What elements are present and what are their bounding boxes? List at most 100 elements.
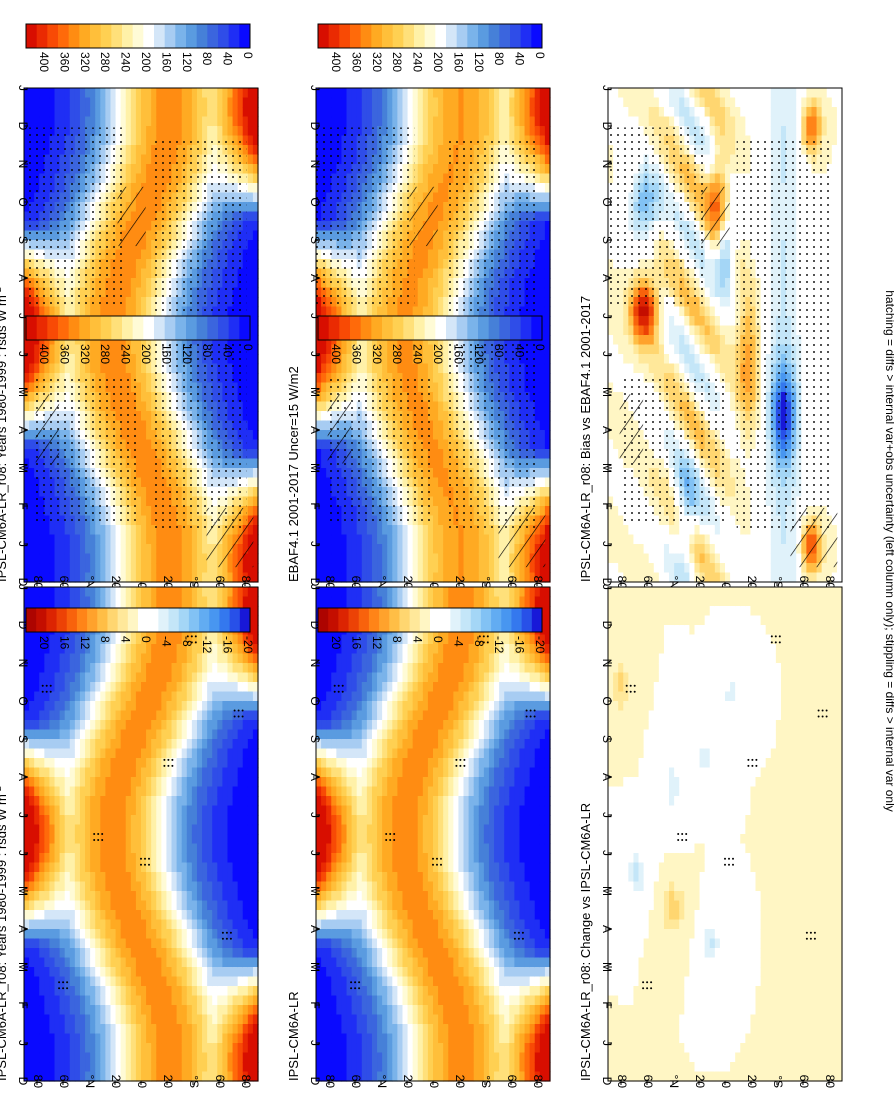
heatmap-cell: [75, 796, 81, 806]
heatmap-cell: [207, 587, 213, 597]
heatmap-cell: [222, 787, 228, 797]
heatmap-cell: [182, 834, 188, 844]
heatmap-cell: [141, 644, 147, 654]
heatmap-cell: [55, 98, 61, 108]
heatmap-cell: [110, 587, 116, 597]
heatmap-cell: [141, 692, 147, 702]
heatmap-cell: [80, 711, 86, 721]
heatmap-cell: [105, 1005, 111, 1015]
heatmap-cell: [131, 673, 137, 683]
heatmap-cell: [233, 901, 239, 911]
heatmap-cell: [222, 939, 228, 949]
heatmap-cell: [29, 939, 35, 949]
heatmap-cell: [156, 872, 162, 882]
heatmap-cell: [207, 768, 213, 778]
heatmap-cell: [121, 682, 127, 692]
heatmap-cell: [85, 834, 91, 844]
heatmap-cell: [172, 796, 178, 806]
heatmap-cell: [156, 88, 162, 98]
heatmap-cell: [141, 411, 147, 421]
heatmap-cell: [248, 468, 254, 478]
heatmap-cell: [192, 544, 198, 554]
heatmap-cell: [177, 777, 183, 787]
heatmap-cell: [55, 1053, 61, 1063]
heatmap-cell: [172, 682, 178, 692]
heatmap-cell: [75, 1024, 81, 1034]
heatmap-cell: [44, 682, 50, 692]
heatmap-cell: [65, 107, 71, 117]
heatmap-cell: [222, 958, 228, 968]
heatmap-cell: [172, 673, 178, 683]
heatmap-cell: [182, 825, 188, 835]
heatmap-cell: [39, 597, 45, 607]
heatmap-cell: [55, 563, 61, 573]
heatmap-cell: [110, 977, 116, 987]
heatmap-cell: [110, 535, 116, 545]
heatmap-cell: [156, 958, 162, 968]
heatmap-cell: [222, 98, 228, 108]
heatmap-cell: [34, 948, 40, 958]
heatmap-cell: [177, 882, 183, 892]
heatmap-cell: [202, 749, 208, 759]
heatmap-cell: [105, 682, 111, 692]
heatmap-cell: [192, 948, 198, 958]
heatmap-cell: [192, 117, 198, 127]
heatmap-cell: [49, 758, 55, 768]
heatmap-cell: [90, 1024, 96, 1034]
heatmap-cell: [248, 853, 254, 863]
heatmap-cell: [105, 739, 111, 749]
heatmap-cell: [248, 825, 254, 835]
heatmap-cell: [146, 516, 152, 526]
heatmap-cell: [182, 682, 188, 692]
heatmap-cell: [85, 948, 91, 958]
heatmap-cell: [222, 1043, 228, 1053]
heatmap-cell: [95, 986, 101, 996]
heatmap-cell: [141, 1072, 147, 1082]
heatmap-cell: [75, 882, 81, 892]
heatmap-cell: [44, 986, 50, 996]
heatmap-cell: [55, 758, 61, 768]
heatmap-cell: [131, 996, 137, 1006]
heatmap-cell: [187, 967, 193, 977]
heatmap-cell: [146, 815, 152, 825]
heatmap-cell: [182, 573, 188, 583]
heatmap-cell: [65, 1043, 71, 1053]
heatmap-cell: [182, 1034, 188, 1044]
significance-dot: [93, 839, 95, 841]
heatmap-cell: [227, 768, 233, 778]
heatmap-cell: [222, 863, 228, 873]
heatmap-cell: [70, 117, 76, 127]
heatmap-cell: [146, 587, 152, 597]
heatmap-cell: [95, 939, 101, 949]
heatmap-cell: [24, 682, 30, 692]
heatmap-cell: [212, 796, 218, 806]
heatmap-cell: [100, 853, 106, 863]
heatmap-cell: [177, 787, 183, 797]
heatmap-cell: [100, 1005, 106, 1015]
heatmap-cell: [105, 872, 111, 882]
heatmap-cell: [197, 117, 203, 127]
heatmap-cell: [80, 844, 86, 854]
heatmap-cell: [60, 939, 66, 949]
heatmap-cell: [146, 544, 152, 554]
heatmap-cell: [126, 901, 132, 911]
heatmap-cell: [65, 730, 71, 740]
heatmap-cell: [161, 844, 167, 854]
significance-dot: [171, 759, 173, 761]
heatmap-cell: [49, 544, 55, 554]
heatmap-cell: [207, 986, 213, 996]
heatmap-cell: [55, 663, 61, 673]
heatmap-cell: [212, 663, 218, 673]
heatmap-cell: [177, 1015, 183, 1025]
heatmap-cell: [248, 288, 254, 298]
heatmap-cell: [227, 815, 233, 825]
heatmap-cell: [182, 587, 188, 597]
heatmap-cell: [141, 986, 147, 996]
significance-dot: [171, 765, 173, 767]
heatmap-cell: [34, 682, 40, 692]
heatmap-cell: [49, 1034, 55, 1044]
heatmap-cell: [177, 739, 183, 749]
heatmap-cell: [116, 673, 122, 683]
heatmap-cell: [197, 730, 203, 740]
heatmap-cell: [39, 739, 45, 749]
